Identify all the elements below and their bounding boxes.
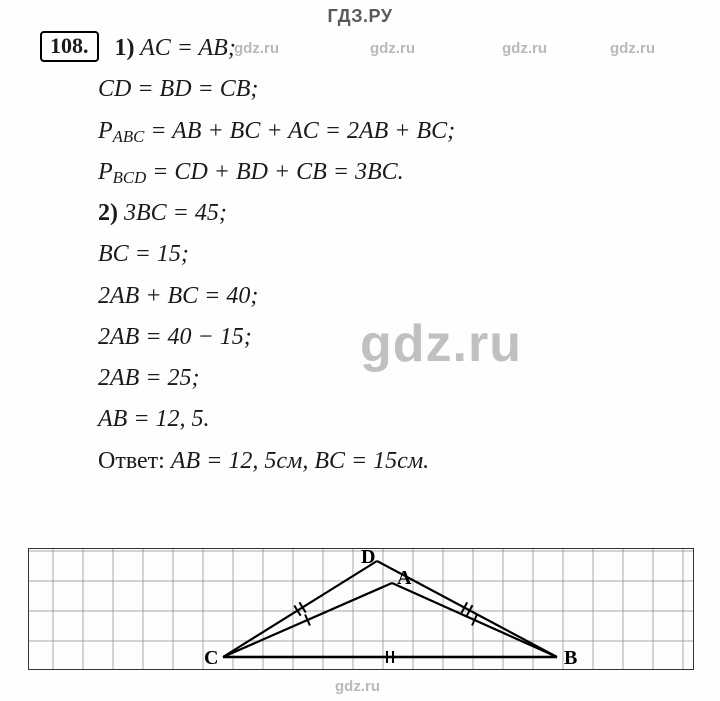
line-10: AB = 12, 5. bbox=[40, 399, 680, 440]
answer-label: Ответ: bbox=[98, 448, 171, 474]
page: ГДЗ.РУ gdz.ru gdz.ru gdz.ru gdz.ru gdz.r… bbox=[0, 0, 720, 701]
line-3a: P bbox=[98, 118, 113, 144]
line-2: CD = BD = CB; bbox=[40, 69, 680, 110]
line-8: 2AB = 40 − 15; bbox=[40, 317, 680, 358]
svg-text:D: D bbox=[361, 549, 375, 568]
diagram-svg: C B A D bbox=[29, 549, 694, 670]
line-5: 2) 3BC = 45; bbox=[40, 193, 680, 234]
line-7: 2AB + BC = 40; bbox=[40, 276, 680, 317]
line-3-sub: ABC bbox=[113, 127, 145, 146]
line-3b: = AB + BC + AC = 2AB + BC; bbox=[144, 118, 455, 144]
part-1-label: 1) bbox=[115, 35, 135, 61]
line-1-text: AC = AB; bbox=[140, 35, 236, 61]
line-4-sub: BCD bbox=[113, 168, 147, 187]
triangle-diagram: C B A D bbox=[28, 548, 694, 670]
line-1: 108. 1) AC = AB; bbox=[40, 28, 680, 69]
watermark-footer: gdz.ru bbox=[335, 678, 380, 695]
part-2-label: 2) bbox=[98, 200, 118, 226]
svg-text:C: C bbox=[204, 647, 218, 669]
line-5b: 3BC = 45; bbox=[124, 200, 227, 226]
answer-body: AB = 12, 5см, BC = 15см. bbox=[171, 448, 429, 474]
solution-body: 108. 1) AC = AB; CD = BD = CB; PABC = AB… bbox=[40, 28, 680, 482]
line-4: PBCD = CD + BD + CB = 3BC. bbox=[40, 152, 680, 193]
site-header: ГДЗ.РУ bbox=[0, 6, 720, 27]
line-4a: P bbox=[98, 159, 113, 185]
problem-number: 108. bbox=[40, 31, 99, 62]
answer-line: Ответ: AB = 12, 5см, BC = 15см. bbox=[40, 441, 680, 482]
line-9: 2AB = 25; bbox=[40, 358, 680, 399]
line-6: BC = 15; bbox=[40, 234, 680, 275]
svg-text:A: A bbox=[397, 567, 412, 589]
line-3: PABC = AB + BC + AC = 2AB + BC; bbox=[40, 111, 680, 152]
line-4b: = CD + BD + CB = 3BC. bbox=[146, 159, 403, 185]
svg-text:B: B bbox=[564, 647, 577, 669]
